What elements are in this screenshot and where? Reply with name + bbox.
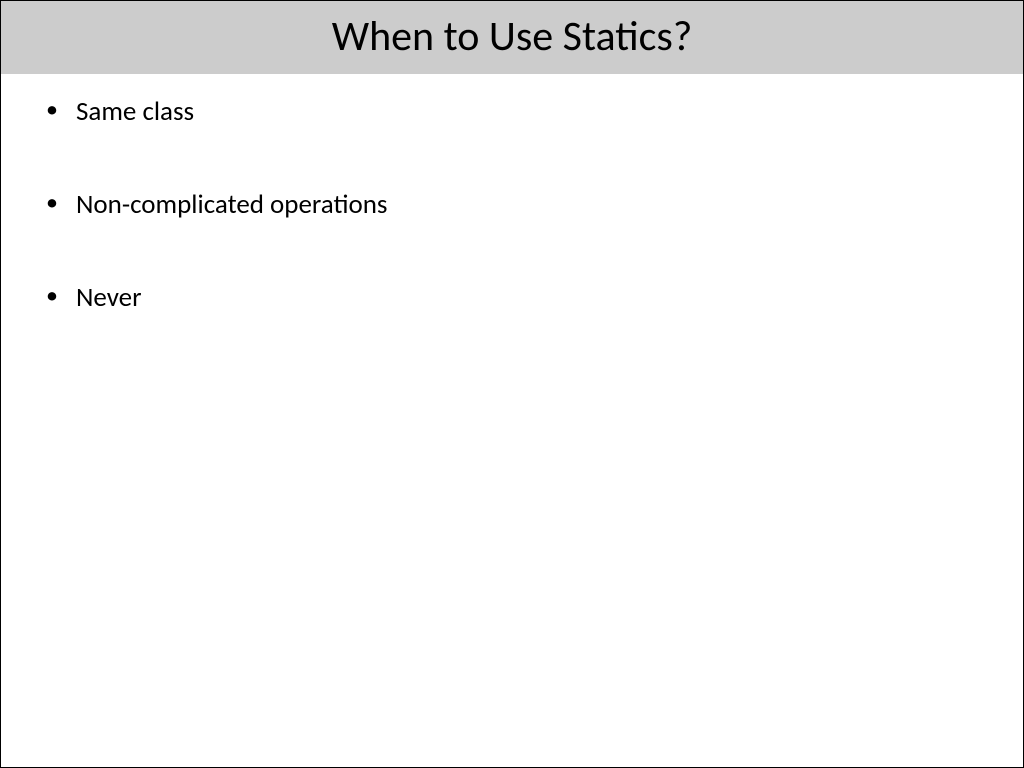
bullet-item: Same class <box>76 94 983 129</box>
bullet-list: Same class Non-complicated operations Ne… <box>76 94 983 315</box>
bullet-item: Non-complicated operations <box>76 187 983 222</box>
slide-title: When to Use Statics? <box>1 11 1023 62</box>
bullet-item: Never <box>76 280 983 315</box>
slide-content: Same class Non-complicated operations Ne… <box>1 74 1023 767</box>
slide-container: When to Use Statics? Same class Non-comp… <box>0 0 1024 768</box>
title-bar: When to Use Statics? <box>1 1 1023 74</box>
